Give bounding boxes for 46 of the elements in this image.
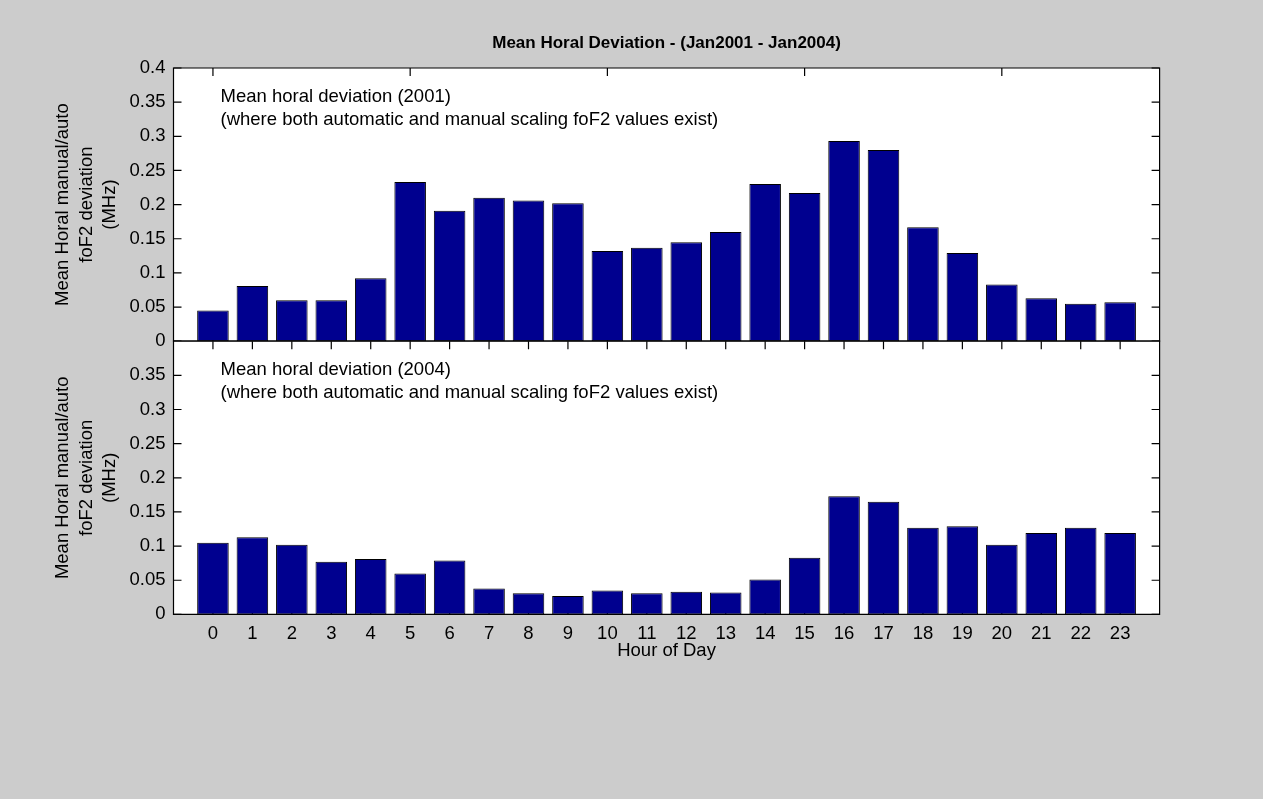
y-tick-label: 0.35 [129, 90, 166, 112]
y-tick-label: 0.05 [129, 295, 166, 317]
annotation: Mean horal deviation (2001) [220, 85, 451, 107]
annotation: Mean horal deviation (2004) [220, 358, 451, 380]
y-tick-label: 0.4 [139, 56, 166, 78]
annotation: (where both automatic and manual scaling foF2 values exist) [220, 381, 719, 403]
x-tick-label: 16 [833, 621, 855, 643]
x-tick-label: 1 [247, 621, 258, 643]
x-tick-label: 6 [444, 621, 455, 643]
chart-title: Mean Horal Deviation - (Jan2001 - Jan2004) [492, 32, 841, 52]
x-tick-label: 5 [405, 621, 416, 643]
x-tick-label: 0 [207, 621, 219, 643]
x-tick-label: 21 [1030, 621, 1052, 643]
x-tick-label: 14 [754, 621, 776, 643]
y-tick-label: 0.25 [129, 431, 166, 453]
y-tick-label: 0.1 [139, 260, 166, 282]
y-tick-label: 0.05 [129, 568, 166, 590]
x-tick-label: 23 [1109, 621, 1131, 643]
y-tick-label: 0.25 [129, 158, 166, 180]
x-tick-label: 2 [286, 621, 297, 643]
y-tick-label: 0.2 [139, 465, 166, 487]
x-tick-label: 7 [483, 621, 495, 643]
y-tick-label: 0.2 [139, 192, 166, 214]
y-axis-title: Mean Horal manual/auto foF2 deviation (MHz) [51, 376, 120, 580]
x-tick-label: 15 [794, 621, 815, 643]
x-tick-label: 9 [562, 621, 574, 643]
y-tick-label: 0.15 [129, 500, 166, 522]
x-tick-label: 4 [365, 621, 376, 643]
x-tick-label: 19 [952, 621, 973, 643]
y-tick-label: 0.35 [129, 363, 166, 385]
y-axis-title: Mean Horal manual/auto foF2 deviation (MHz) [51, 103, 120, 306]
annotation: (where both automatic and manual scaling foF2 values exist) [220, 108, 719, 130]
y-tick-label: 0.1 [139, 534, 166, 556]
x-tick-label: 18 [912, 621, 934, 643]
x-tick-label: 22 [1070, 621, 1091, 643]
y-tick-label: 0.3 [139, 124, 166, 146]
y-tick-label: 0.3 [139, 397, 166, 419]
x-tick-label: 3 [326, 621, 337, 643]
x-tick-label: 10 [597, 621, 618, 643]
x-tick-label: 17 [873, 621, 894, 643]
y-tick-label: 0 [155, 329, 166, 351]
x-tick-label: 13 [715, 621, 737, 643]
y-tick-label: 0 [155, 602, 166, 624]
x-tick-label: 8 [523, 621, 534, 643]
y-tick-label: 0.15 [129, 226, 166, 248]
x-tick-label: 20 [991, 621, 1013, 643]
